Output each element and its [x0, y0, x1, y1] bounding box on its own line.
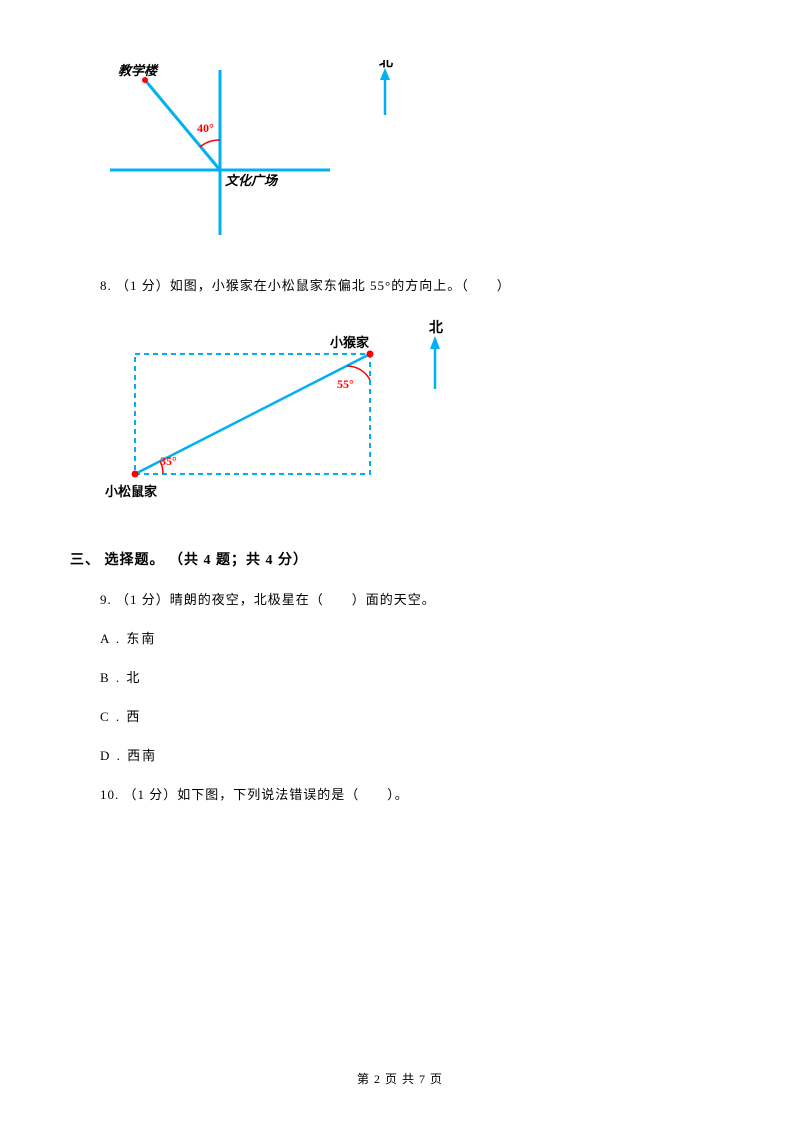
q9-option-d: D . 西南 [100, 745, 730, 764]
q9-option-b: B . 北 [100, 667, 730, 686]
building-label: 教学楼 [118, 63, 159, 78]
q9-option-c: C . 西 [100, 706, 730, 725]
page-container: 北 40° 教学楼 文化广场 8. （1 分）如图，小猴家在小松鼠家东偏北 55… [0, 0, 800, 861]
angle-35: 35° [160, 454, 177, 468]
north-label: 北 [379, 60, 393, 70]
q9-option-a: A . 东南 [100, 628, 730, 647]
angle-55: 55° [337, 377, 354, 391]
rectangle-svg: 北 55° 35° 小猴家 小松鼠家 [100, 314, 460, 514]
diagram-compass-cross: 北 40° 教学楼 文化广场 [90, 60, 730, 245]
angle-40: 40° [197, 121, 214, 135]
plaza-label: 文化广场 [225, 173, 279, 188]
question-8: 8. （1 分）如图，小猴家在小松鼠家东偏北 55°的方向上。（ ） [100, 275, 730, 294]
compass-svg: 北 40° 教学楼 文化广场 [90, 60, 410, 240]
diagram-rectangle-direction: 北 55° 35° 小猴家 小松鼠家 [100, 314, 730, 519]
squirrel-label: 小松鼠家 [105, 484, 158, 499]
question-9: 9. （1 分）晴朗的夜空，北极星在（ ）面的天空。 [100, 589, 730, 608]
section-3-header: 三、 选择题。 （共 4 题；共 4 分） [70, 549, 730, 569]
page-footer: 第 2 页 共 7 页 [0, 1070, 800, 1087]
north-label-2: 北 [429, 320, 443, 336]
question-10: 10. （1 分）如下图，下列说法错误的是（ ）。 [100, 784, 730, 803]
monkey-label: 小猴家 [330, 335, 370, 350]
